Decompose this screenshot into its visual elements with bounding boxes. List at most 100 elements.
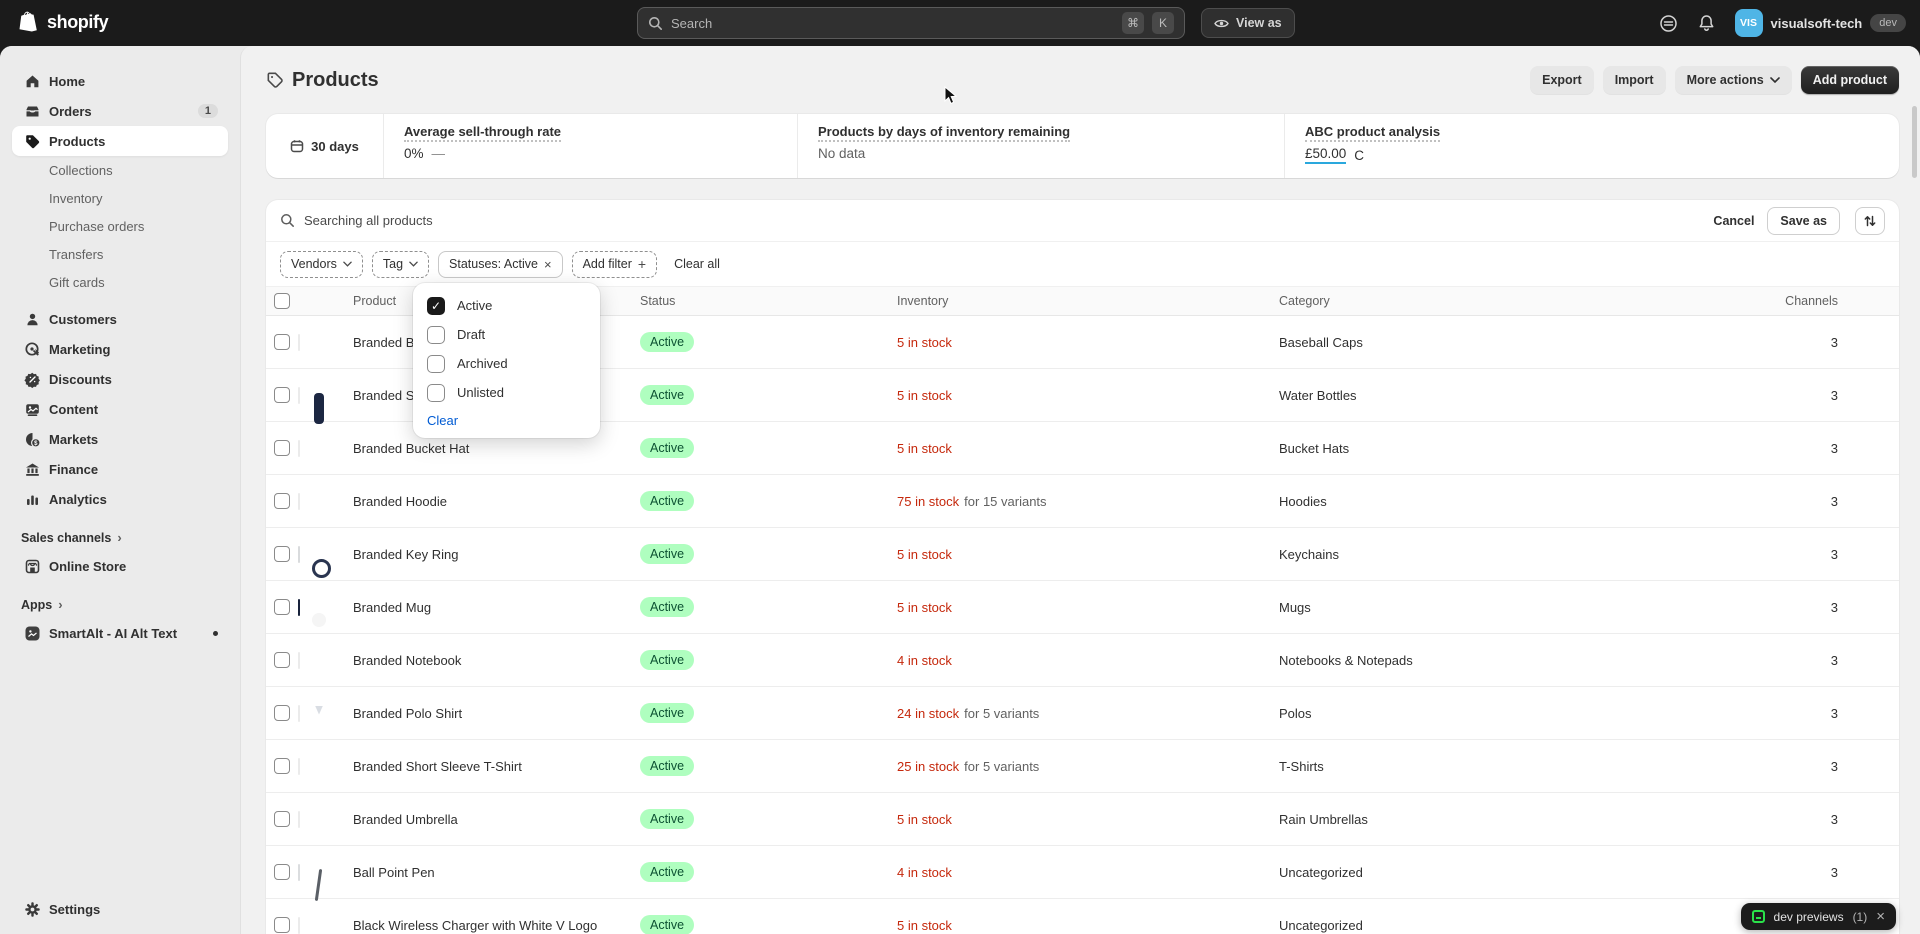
orders-icon bbox=[24, 103, 41, 120]
status-badge: Active bbox=[640, 438, 694, 458]
apps-section[interactable]: Apps › bbox=[21, 597, 240, 612]
table-row[interactable]: Branded Hoodie Active 75 in stockfor 15 … bbox=[266, 475, 1899, 528]
sidebar-item-markets[interactable]: $ Markets bbox=[12, 424, 228, 454]
column-inventory[interactable]: Inventory bbox=[897, 294, 1279, 308]
table-row[interactable]: Ball Point Pen Active 4 in stock Uncateg… bbox=[266, 846, 1899, 899]
table-row[interactable]: Branded Key Ring Active 5 in stock Keych… bbox=[266, 528, 1899, 581]
storefront-icon bbox=[24, 558, 41, 575]
filter-chip[interactable]: Tag + × bbox=[372, 251, 429, 278]
product-search-input[interactable] bbox=[304, 213, 1704, 228]
cancel-button[interactable]: Cancel bbox=[1713, 214, 1754, 228]
sidebar-item-home[interactable]: Home bbox=[12, 66, 228, 96]
select-all-checkbox[interactable] bbox=[274, 293, 290, 309]
row-checkbox[interactable] bbox=[274, 599, 290, 615]
sidebar-item-finance[interactable]: Finance bbox=[12, 454, 228, 484]
clear-status-filter-link[interactable]: Clear bbox=[413, 407, 600, 428]
sidebar-item-online-store[interactable]: Online Store bbox=[12, 551, 228, 581]
status-option[interactable]: Draft bbox=[413, 320, 600, 349]
status-badge: Active bbox=[640, 756, 694, 776]
sidebar-item-content[interactable]: Content bbox=[12, 394, 228, 424]
sidebar-item-purchase-orders[interactable]: Purchase orders bbox=[12, 212, 228, 240]
add-product-button[interactable]: Add product bbox=[1801, 66, 1899, 94]
status-option[interactable]: Archived bbox=[413, 349, 600, 378]
date-range-button[interactable]: 30 days bbox=[266, 114, 384, 178]
dev-previews-toast[interactable]: dev previews (1) × bbox=[1741, 903, 1896, 930]
status-checkbox[interactable] bbox=[427, 326, 445, 344]
sort-button[interactable] bbox=[1855, 207, 1885, 235]
table-row[interactable]: Branded Notebook Active 4 in stock Noteb… bbox=[266, 634, 1899, 687]
sidekick-icon[interactable] bbox=[1659, 14, 1678, 33]
row-checkbox[interactable] bbox=[274, 440, 290, 456]
row-checkbox[interactable] bbox=[274, 546, 290, 562]
sidebar-item-transfers[interactable]: Transfers bbox=[12, 240, 228, 268]
status-option[interactable]: Unlisted bbox=[413, 378, 600, 407]
product-thumbnail bbox=[298, 493, 300, 510]
row-checkbox[interactable] bbox=[274, 387, 290, 403]
status-checkbox[interactable] bbox=[427, 355, 445, 373]
sidebar-item-customers[interactable]: Customers bbox=[12, 304, 228, 334]
row-checkbox[interactable] bbox=[274, 493, 290, 509]
sidebar-item-orders[interactable]: Orders 1 bbox=[12, 96, 228, 126]
row-checkbox[interactable] bbox=[274, 705, 290, 721]
filter-chip[interactable]: Statuses: Active + × bbox=[438, 251, 563, 278]
row-checkbox[interactable] bbox=[274, 811, 290, 827]
table-row[interactable]: Branded Short Sleeve T-Shirt Active 25 i… bbox=[266, 740, 1899, 793]
close-icon[interactable]: × bbox=[1876, 908, 1885, 925]
sales-channels-section[interactable]: Sales channels › bbox=[21, 530, 240, 545]
status-checkbox[interactable] bbox=[427, 384, 445, 402]
scrollbar-thumb[interactable] bbox=[1912, 106, 1917, 178]
global-search-input[interactable] bbox=[671, 16, 1114, 31]
notifications-bell-icon[interactable] bbox=[1698, 14, 1715, 32]
avatar: vis bbox=[1735, 9, 1763, 37]
analytics-icon bbox=[24, 491, 41, 508]
sidebar-item-settings[interactable]: Settings bbox=[12, 894, 228, 924]
account-menu[interactable]: vis visualsoft-tech dev bbox=[1735, 9, 1907, 37]
status-option[interactable]: Active bbox=[413, 291, 600, 320]
filter-bar: Vendors + × Tag + × Statuses: Active + × bbox=[266, 242, 1899, 286]
row-checkbox[interactable] bbox=[274, 758, 290, 774]
markets-icon: $ bbox=[24, 431, 41, 448]
sidebar-item-analytics[interactable]: Analytics bbox=[12, 484, 228, 514]
row-checkbox[interactable] bbox=[274, 652, 290, 668]
status-checkbox[interactable] bbox=[427, 297, 445, 315]
remove-filter-icon[interactable]: × bbox=[544, 258, 552, 271]
metric-abc-analysis[interactable]: ABC product analysis £50.00C bbox=[1285, 114, 1899, 178]
clear-all-button[interactable]: Clear all bbox=[674, 257, 720, 271]
column-channels[interactable]: Channels bbox=[1719, 294, 1899, 308]
more-actions-button[interactable]: More actions bbox=[1675, 66, 1792, 94]
marketing-icon bbox=[24, 341, 41, 358]
global-search[interactable]: ⌘ K bbox=[637, 7, 1185, 39]
table-row[interactable]: Branded Umbrella Active 5 in stock Rain … bbox=[266, 793, 1899, 846]
main-content: Products Export Import More actions Add … bbox=[240, 46, 1920, 934]
product-thumbnail bbox=[298, 334, 300, 351]
metrics-card: 30 days Average sell-through rate 0%— Pr… bbox=[266, 114, 1899, 178]
column-category[interactable]: Category bbox=[1279, 294, 1719, 308]
save-as-button[interactable]: Save as bbox=[1767, 207, 1840, 235]
app-notification-dot bbox=[213, 631, 218, 636]
status-badge: Active bbox=[640, 544, 694, 564]
filter-chip[interactable]: Add filter + × bbox=[572, 251, 658, 278]
column-status[interactable]: Status bbox=[640, 294, 897, 308]
page-title: Products bbox=[292, 69, 379, 92]
table-row[interactable]: Branded Mug Active 5 in stock Mugs 3 bbox=[266, 581, 1899, 634]
sidebar-item-products[interactable]: Products bbox=[12, 126, 228, 156]
metric-inventory-days[interactable]: Products by days of inventory remaining … bbox=[798, 114, 1285, 178]
sidebar-item-inventory[interactable]: Inventory bbox=[12, 184, 228, 212]
export-button[interactable]: Export bbox=[1530, 66, 1594, 94]
metric-sell-through[interactable]: Average sell-through rate 0%— bbox=[384, 114, 798, 178]
sidebar-item-gift-cards[interactable]: Gift cards bbox=[12, 268, 228, 296]
shopify-logo[interactable]: shopify bbox=[18, 10, 108, 34]
row-checkbox[interactable] bbox=[274, 917, 290, 933]
row-checkbox[interactable] bbox=[274, 864, 290, 880]
import-button[interactable]: Import bbox=[1603, 66, 1666, 94]
table-row[interactable]: Branded Polo Shirt Active 24 in stockfor… bbox=[266, 687, 1899, 740]
sidebar-item-discounts[interactable]: Discounts bbox=[12, 364, 228, 394]
sidebar-item-smartalt-app[interactable]: SmartAlt - AI Alt Text bbox=[12, 618, 228, 648]
row-checkbox[interactable] bbox=[274, 334, 290, 350]
table-row[interactable]: Black Wireless Charger with White V Logo… bbox=[266, 899, 1899, 934]
view-as-button[interactable]: View as bbox=[1201, 8, 1295, 38]
sidebar-item-collections[interactable]: Collections bbox=[12, 156, 228, 184]
product-thumbnail bbox=[298, 811, 300, 828]
sidebar-item-marketing[interactable]: Marketing bbox=[12, 334, 228, 364]
filter-chip[interactable]: Vendors + × bbox=[280, 251, 363, 278]
